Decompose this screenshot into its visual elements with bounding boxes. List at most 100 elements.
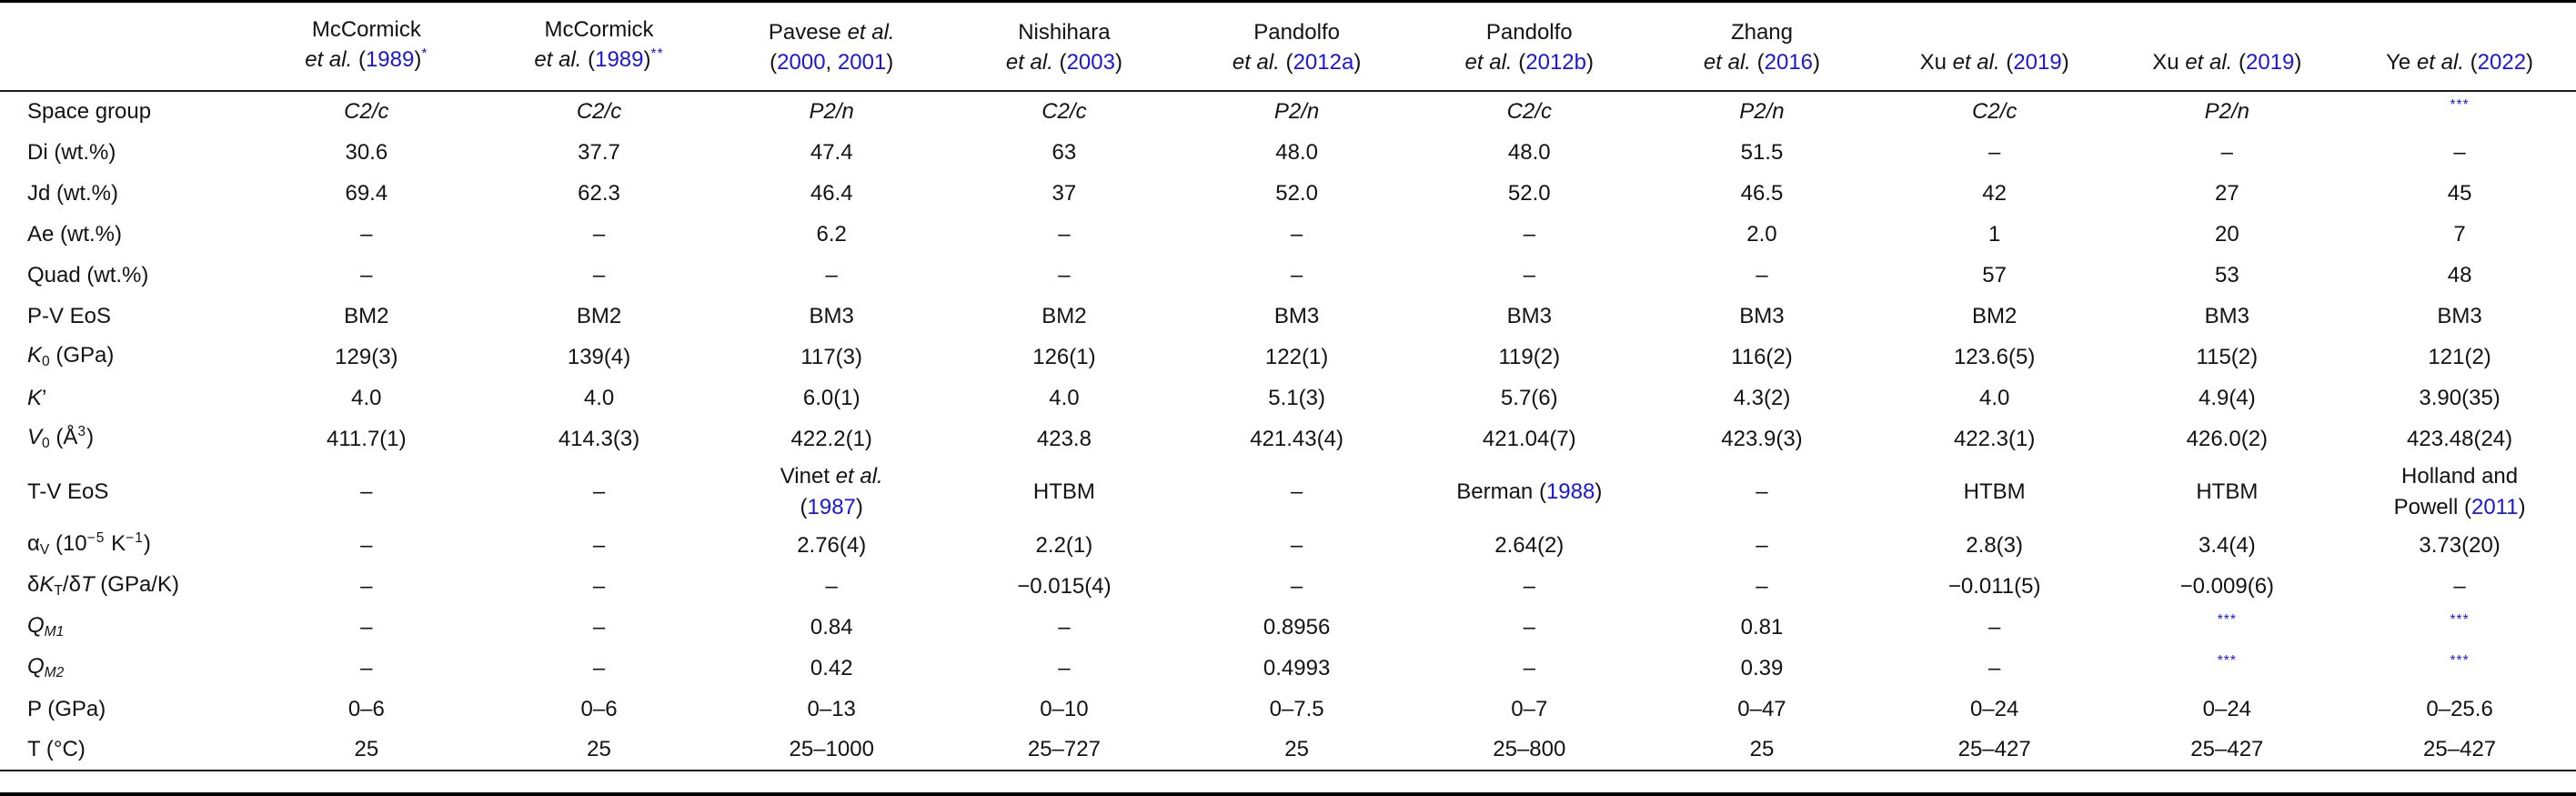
text-segment: ( <box>770 50 778 75</box>
text-segment: et al. <box>2185 50 2233 75</box>
text-segment: 4.0 <box>583 385 615 410</box>
text-segment: 52.0 <box>1507 180 1551 206</box>
header-line: et al. (2012a) <box>1184 47 1410 77</box>
text-segment: /δ <box>62 572 81 597</box>
citation-link[interactable]: 2001 <box>837 50 887 75</box>
table-cell: 0.42 <box>715 648 948 689</box>
table-cell: 0.8956 <box>1181 607 1414 648</box>
text-segment: ( <box>1999 50 2014 75</box>
text-segment: 411.7(1) <box>327 426 407 451</box>
text-segment: et al. <box>1952 50 2000 75</box>
text-segment: , <box>825 50 838 75</box>
header-line: Ye et al. (2022) <box>2347 47 2572 77</box>
citation-link[interactable]: 1989 <box>595 47 644 72</box>
text-segment: et al. <box>847 20 895 45</box>
table-cell: – <box>1413 214 1645 255</box>
table-cell: – <box>715 566 948 607</box>
text-segment: 2.64(2) <box>1494 532 1565 558</box>
text-segment: ) <box>1353 50 1362 75</box>
table-cell: 422.2(1) <box>715 418 948 459</box>
text-segment: Holland and <box>2401 464 2519 489</box>
text-segment: Space group <box>27 99 152 124</box>
text-segment: ) <box>1813 50 1821 75</box>
table-cell: 6.2 <box>715 214 948 255</box>
table-cell: 119(2) <box>1413 337 1645 378</box>
table-cell: BM3 <box>2111 296 2344 337</box>
text-segment: 3.73(20) <box>2419 532 2501 558</box>
table-cell: 52.0 <box>1413 173 1645 214</box>
table-cell: 37.7 <box>483 132 716 173</box>
text-segment: ( <box>2463 50 2478 75</box>
table-cell: BM2 <box>1878 296 2111 337</box>
table-cell: – <box>1645 459 1878 525</box>
citation-link[interactable]: 2011 <box>2470 495 2519 519</box>
text-segment: ) <box>643 47 651 72</box>
citation-link[interactable]: 1989 <box>365 47 415 72</box>
text-segment: Powell ( <box>2393 495 2471 519</box>
citation-link[interactable]: 2012b <box>1525 50 1586 75</box>
text-segment: BM2 <box>344 303 389 328</box>
text-segment: HTBM <box>2196 479 2259 504</box>
table-cell: 426.0(2) <box>2111 418 2344 459</box>
table-row-15: P (GPa) 0–6 0–6 0–13 0–10 0–7.5 0–7 0–47 0–24 0–2… <box>0 689 2576 730</box>
text-segment: (GPa/K) <box>94 572 179 597</box>
citation-link[interactable]: 2003 <box>1066 50 1115 75</box>
table-cell: – <box>1181 566 1414 607</box>
text-segment: 48 <box>2447 262 2472 287</box>
corner-cell <box>0 3 250 92</box>
citation-link[interactable]: 2019 <box>2013 50 2062 75</box>
table-cell: – <box>250 607 483 648</box>
citation-link[interactable]: 2022 <box>2477 50 2527 75</box>
text-segment: – <box>592 221 606 247</box>
text-segment: 0.84 <box>810 614 853 640</box>
text-segment: BM3 <box>2204 303 2250 328</box>
text-segment: 2.8(3) <box>1966 532 2023 558</box>
text-segment: T (°C) <box>27 737 86 761</box>
table-cell: 46.5 <box>1645 173 1878 214</box>
text-segment: −5 <box>86 530 106 547</box>
table-cell: 0–24 <box>1878 689 2111 730</box>
citation-link[interactable]: 2019 <box>2246 50 2295 75</box>
table-row-14: QM2 – – 0.42 – 0.4993 – 0.39 – *** *** <box>0 648 2576 689</box>
table-cell: – <box>1413 255 1645 296</box>
text-segment: Vinet <box>780 464 836 489</box>
footnote-marker: *** <box>2450 612 2470 629</box>
table-cell: 121(2) <box>2343 337 2576 378</box>
text-segment: 139(4) <box>567 344 631 369</box>
table-cell: BM3 <box>2343 296 2576 337</box>
text-segment: 4.9(4) <box>2198 385 2256 410</box>
text-segment: 2.0 <box>1746 221 1777 247</box>
citation-link[interactable]: 1988 <box>1545 479 1595 504</box>
header-line: et al. (1989)** <box>487 45 712 77</box>
text-segment: – <box>360 479 373 504</box>
header-line: McCormick <box>487 15 712 45</box>
text-segment: 4.3(2) <box>1733 385 1791 410</box>
text-segment: −0.015(4) <box>1017 573 1112 599</box>
table-cell: 51.5 <box>1645 132 1878 173</box>
citation-link[interactable]: 2000 <box>777 50 826 75</box>
table-cell: −0.015(4) <box>948 566 1181 607</box>
text-segment: ) <box>86 425 95 449</box>
table-cell: BM3 <box>1645 296 1878 337</box>
column-header-4: Nishihara et al. (2003) <box>948 3 1181 92</box>
text-segment: 0.8956 <box>1263 614 1331 640</box>
header-line: et al. (2016) <box>1649 47 1875 77</box>
text-segment: 0–6 <box>580 696 618 721</box>
table-cell: HTBM <box>1878 459 2111 525</box>
table-cell: 25–427 <box>2110 730 2344 771</box>
text-segment: – <box>1987 614 2001 640</box>
table-cell: – <box>948 648 1181 689</box>
text-segment: ) <box>2518 495 2526 519</box>
text-segment: 122(1) <box>1264 344 1329 369</box>
header-line: et al. (2012b) <box>1416 47 1642 77</box>
citation-link[interactable]: 2012a <box>1293 50 1354 75</box>
citation-link[interactable]: 2016 <box>1764 50 1814 75</box>
table-cell: P2/n <box>2111 91 2344 132</box>
citation-link[interactable]: 1987 <box>807 495 856 519</box>
table-cell: C2/c <box>483 91 716 132</box>
text-segment: 119(2) <box>1498 344 1561 369</box>
text-segment: 25 <box>1749 737 1775 761</box>
text-segment: 20 <box>2214 221 2239 247</box>
text-segment: ) <box>143 531 151 556</box>
text-segment: BM3 <box>1739 303 1785 328</box>
